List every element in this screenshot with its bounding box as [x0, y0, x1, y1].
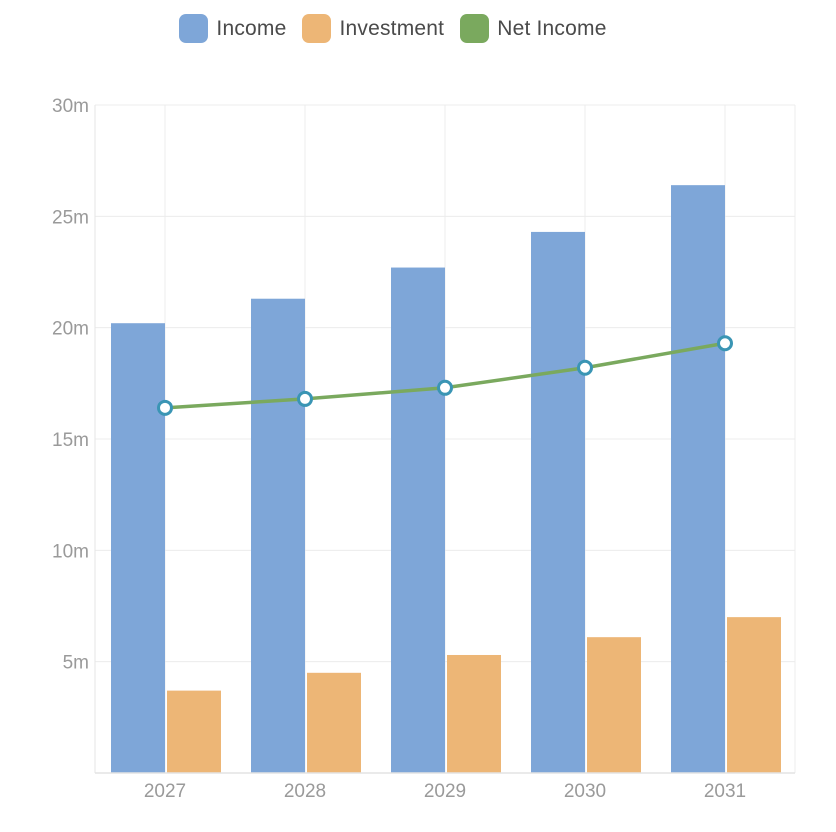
y-tick-label-20: 20m	[52, 319, 89, 340]
point-net-income-2030	[577, 359, 593, 376]
legend-label-investment: Investment	[339, 16, 445, 40]
point-net-income-2029	[437, 379, 453, 396]
y-tick-label-30: 30m	[52, 96, 89, 117]
legend-swatch-investment	[302, 14, 332, 43]
point-net-income-2031	[717, 335, 733, 352]
y-tick-label-25: 25m	[52, 207, 89, 228]
legend-label-income: Income	[216, 16, 287, 40]
point-net-income-2028	[297, 390, 313, 407]
legend-item-income[interactable]: Income	[179, 14, 286, 43]
bar-income-2030	[531, 231, 585, 774]
legend-swatch-income	[179, 14, 209, 43]
legend: Income Investment Net Income	[0, 14, 786, 43]
x-tick-label-2030: 2030	[564, 781, 606, 802]
legend-swatch-net-income	[460, 14, 490, 43]
bar-investment-2027	[167, 690, 221, 773]
point-net-income-2027	[157, 399, 173, 416]
bar-income-2027	[111, 323, 165, 773]
bar-investment-2028	[307, 672, 361, 773]
x-tick-label-2031: 2031	[704, 781, 746, 802]
bar-investment-2030	[587, 637, 641, 773]
bar-income-2029	[391, 267, 445, 773]
y-tick-label-15: 15m	[52, 430, 89, 451]
bar-income-2031	[671, 185, 725, 773]
bar-investment-2029	[447, 654, 501, 773]
legend-item-investment[interactable]: Investment	[302, 14, 444, 43]
legend-label-net-income: Net Income	[497, 16, 607, 40]
x-tick-label-2028: 2028	[284, 781, 326, 802]
legend-item-net-income[interactable]: Net Income	[460, 14, 606, 43]
x-tick-label-2027: 2027	[144, 781, 186, 802]
bar-investment-2031	[727, 617, 781, 773]
y-tick-label-10: 10m	[52, 541, 89, 562]
x-tick-label-2029: 2029	[424, 781, 466, 802]
bar-income-2028	[251, 298, 305, 773]
y-tick-label-5: 5m	[63, 653, 89, 674]
